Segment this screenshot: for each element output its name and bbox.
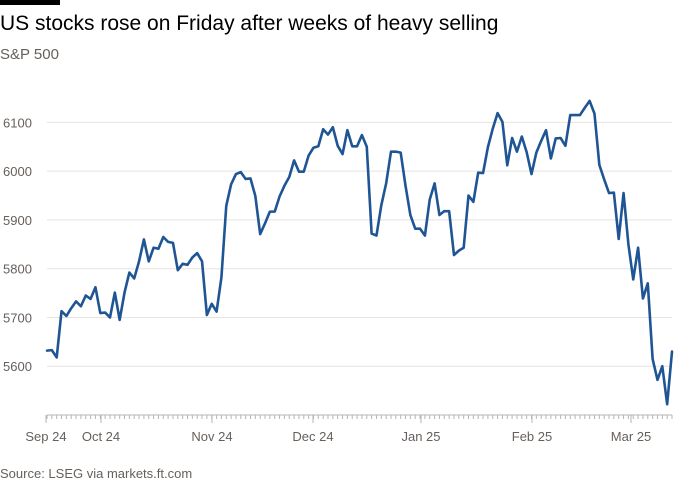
series-line: [45, 99, 674, 406]
x-tick-label: Feb 25: [512, 429, 552, 444]
y-tick-label: 6000: [3, 164, 32, 179]
y-tick-label: 5700: [3, 310, 32, 325]
y-tick-label: 5900: [3, 213, 32, 228]
chart-subtitle: S&P 500: [0, 46, 59, 63]
x-tick-label: Jan 25: [401, 429, 440, 444]
gridlines: [47, 121, 672, 367]
x-tick-label: Mar 25: [611, 429, 651, 444]
x-tick-label: Dec 24: [292, 429, 333, 444]
x-tick-label: Sep 24: [25, 429, 66, 444]
chart-title: US stocks rose on Friday after weeks of …: [0, 12, 499, 35]
top-rule: [0, 0, 60, 5]
y-axis-ticks: 5600 5700 5800 5900 6000 6100: [3, 115, 32, 374]
source-note: Source: LSEG via markets.ft.com: [0, 466, 193, 481]
y-tick-label: 5600: [3, 359, 32, 374]
line-chart: 5600 5700 5800 5900 6000 6100 Sep 24 Oct 24 Nov…: [3, 99, 674, 444]
y-tick-label: 5800: [3, 262, 32, 277]
x-tick-label: Oct 24: [82, 429, 120, 444]
y-tick-label: 6100: [3, 115, 32, 130]
x-tick-label: Nov 24: [191, 429, 232, 444]
x-axis: Sep 24 Oct 24 Nov 24 Dec 24 Jan 25 Feb 25 Mar …: [25, 414, 673, 444]
series-layer: [45, 99, 674, 406]
